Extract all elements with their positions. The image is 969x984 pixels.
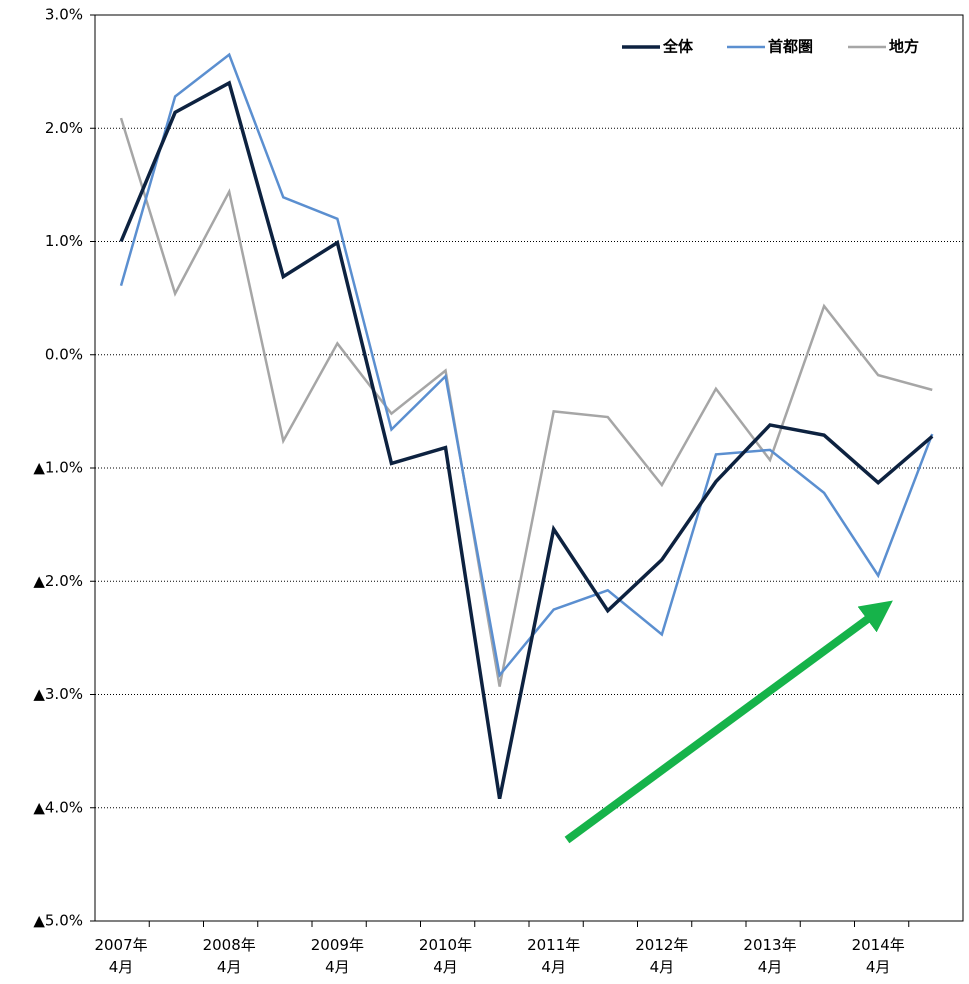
x-tick-label: 2008年 4月	[202, 936, 256, 976]
x-tick-label: 2012年 4月	[635, 936, 689, 976]
y-tick-label: ▲2.0%	[33, 572, 83, 590]
y-tick-label: 3.0%	[45, 6, 83, 24]
x-tick-label: 2010年 4月	[418, 936, 473, 976]
y-tick-label: ▲3.0%	[33, 685, 83, 703]
x-tick-label: 2014年 4月	[851, 936, 905, 976]
y-tick-label: ▲1.0%	[33, 459, 83, 477]
x-tick-label: 2011年 4月	[527, 936, 581, 976]
y-tick-label: 0.0%	[45, 345, 83, 363]
y-tick-label: 2.0%	[45, 119, 83, 137]
y-tick-label: ▲4.0%	[33, 798, 83, 816]
series-line	[119, 80, 934, 800]
trend-arrow	[564, 600, 893, 844]
y-tick-label: 1.0%	[45, 232, 83, 250]
x-tick-label: 2009年 4月	[310, 936, 364, 976]
plot-frame	[94, 14, 964, 922]
x-tick-label: 2007年 4月	[94, 936, 148, 976]
legend-label: 全体	[662, 38, 694, 56]
legend-label: 地方	[889, 38, 919, 56]
series-line	[119, 117, 933, 687]
x-tick-label: 2013年 4月	[743, 936, 797, 976]
y-tick-label: ▲5.0%	[33, 912, 83, 930]
legend-label: 首都圏	[768, 38, 813, 56]
series-line	[119, 52, 934, 679]
